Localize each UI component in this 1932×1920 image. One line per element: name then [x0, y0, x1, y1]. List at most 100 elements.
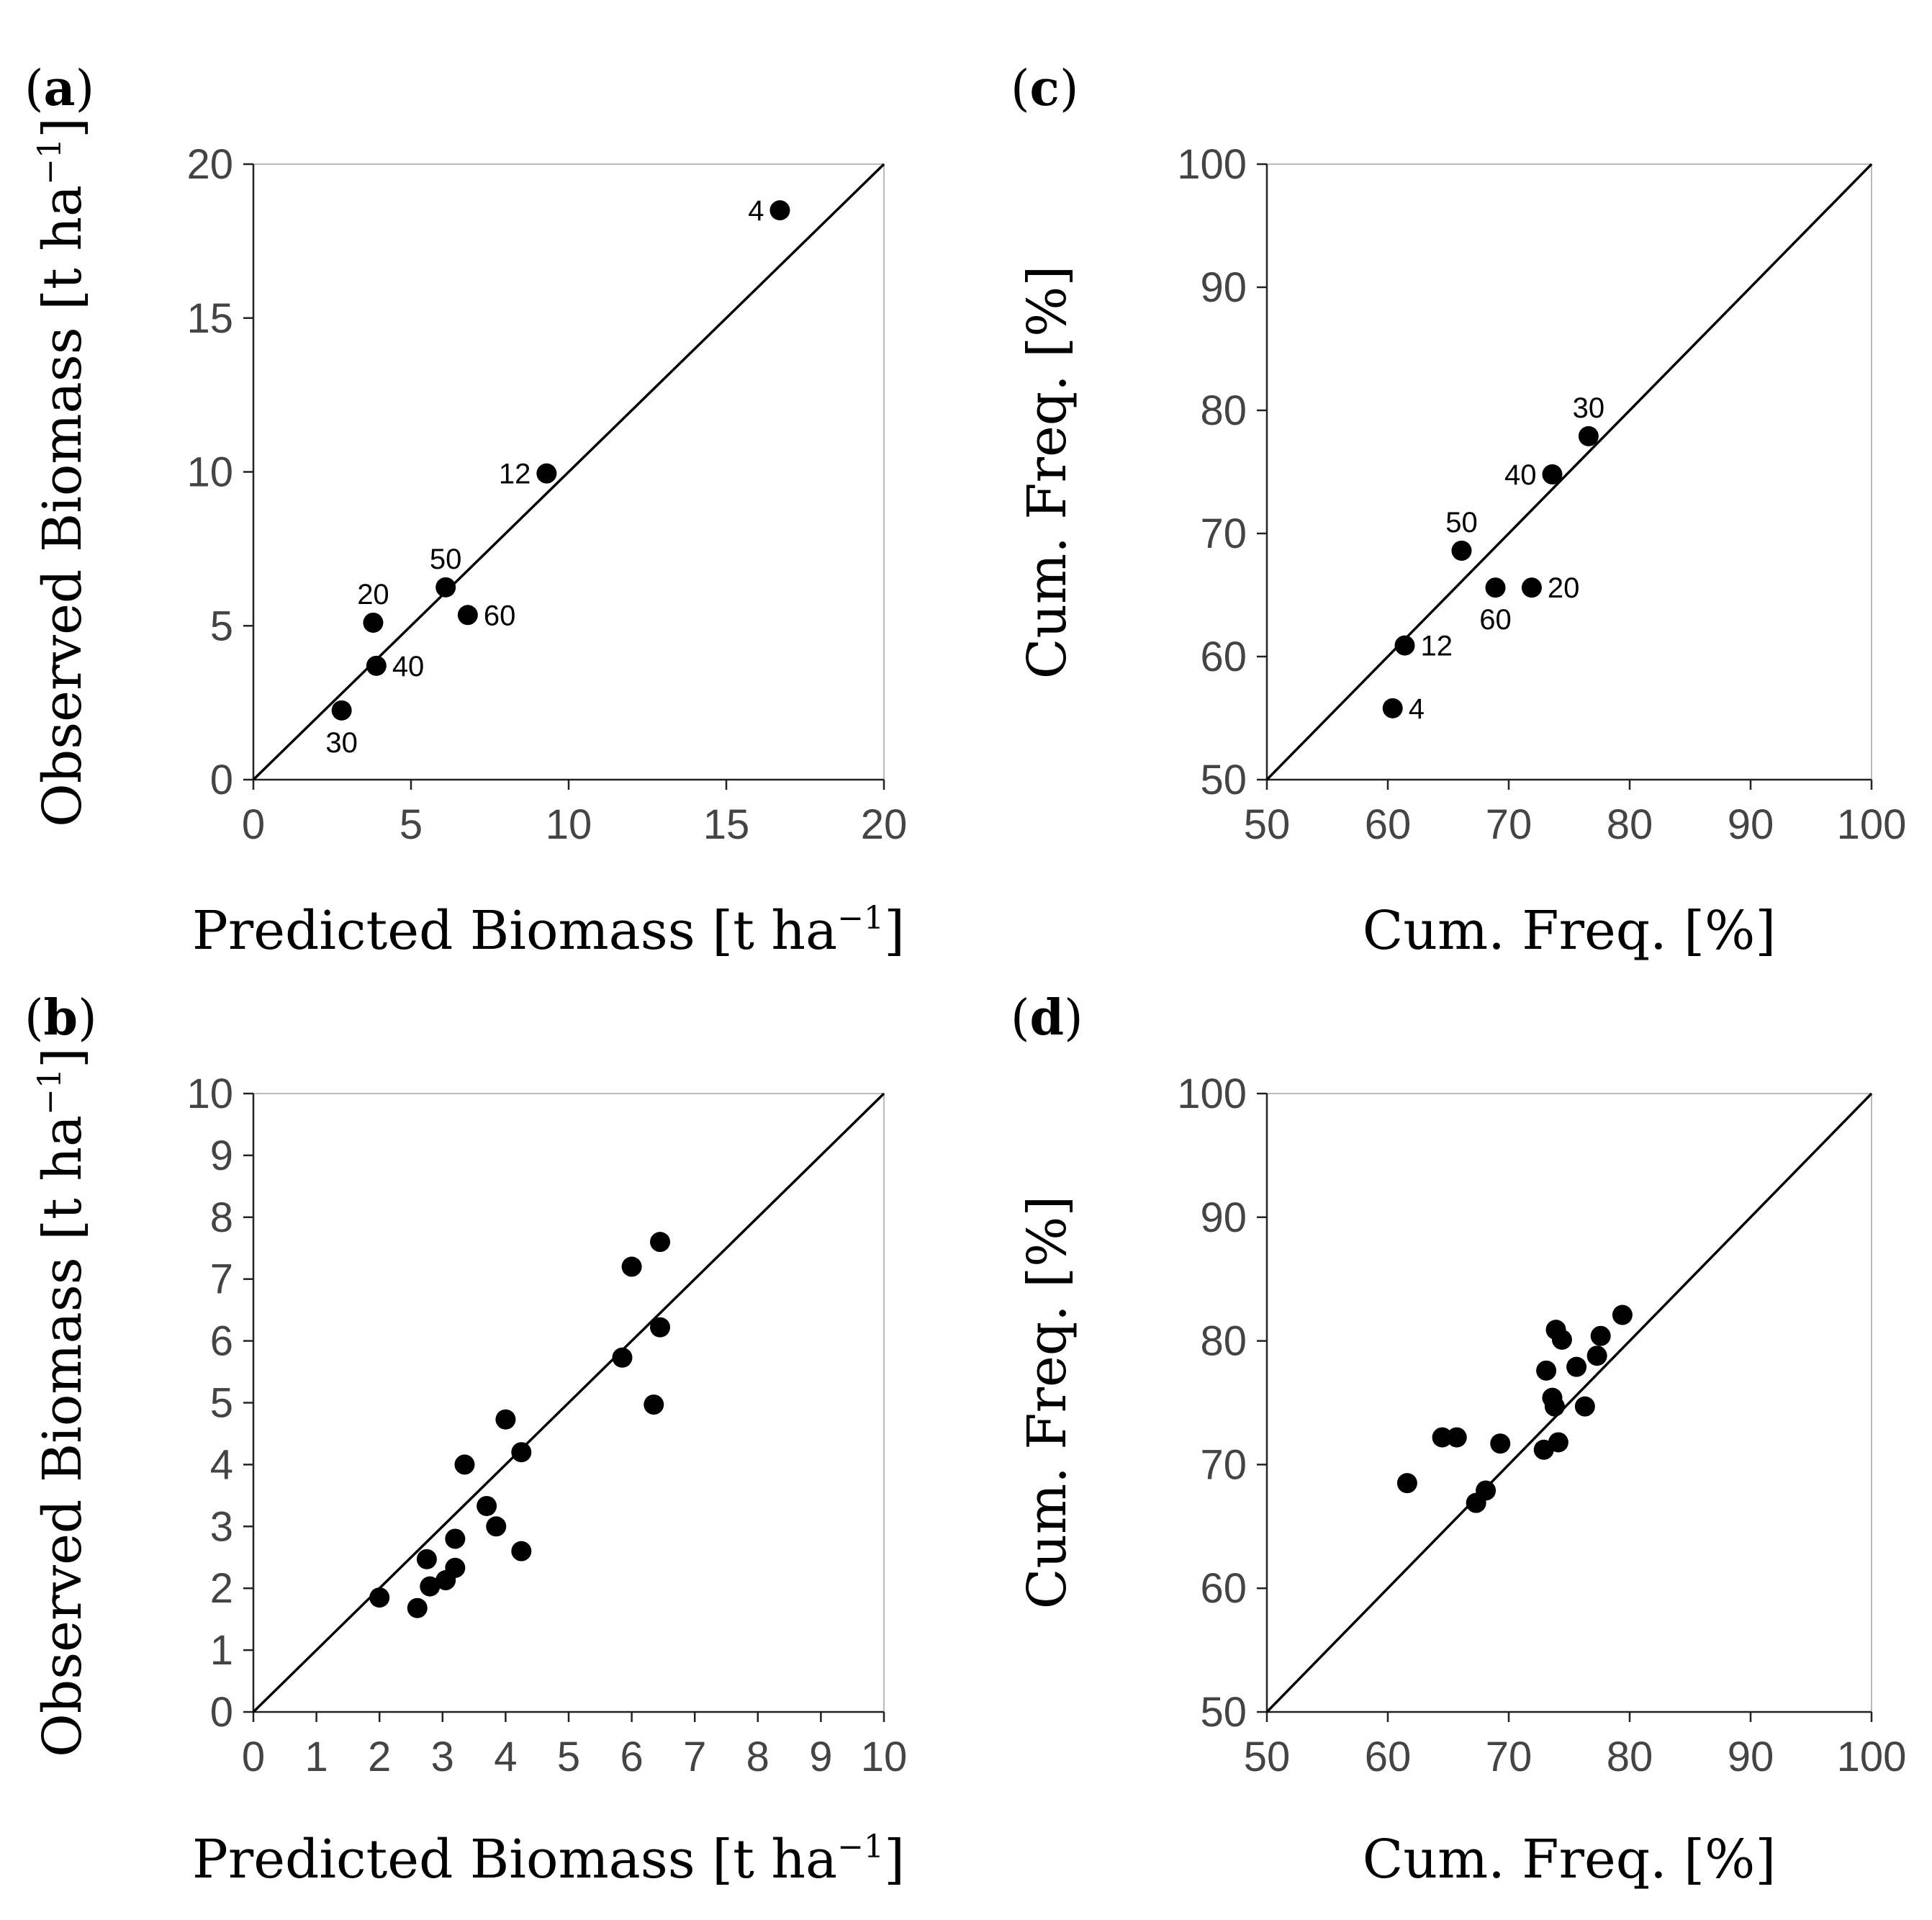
x-tick-label: 3: [431, 1734, 454, 1780]
panel-label-d: (d): [1011, 989, 1083, 1047]
data-point: [1432, 1427, 1453, 1448]
y-tick-label: 9: [210, 1132, 233, 1179]
y-tick-label: 100: [1177, 141, 1247, 188]
data-point: [1394, 635, 1415, 656]
data-point: [511, 1541, 532, 1561]
y-tick-label: 10: [186, 449, 233, 496]
data-point: [1382, 698, 1403, 718]
y-tick-label: 10: [186, 1071, 233, 1117]
data-point: [445, 1528, 466, 1549]
data-point: [511, 1442, 532, 1463]
y-tick-label: 90: [1200, 264, 1247, 311]
x-tick-label: 90: [1728, 801, 1774, 848]
data-point: [1485, 577, 1506, 598]
panel-label-a: (a): [24, 60, 94, 117]
point-label: 30: [1573, 392, 1605, 424]
data-point: [454, 1454, 475, 1475]
y-axis-title: Observed Biomass [t ha−1]: [32, 117, 94, 827]
panel-label-c: (c): [1011, 60, 1078, 117]
x-tick-label: 70: [1486, 1734, 1532, 1780]
data-point: [486, 1516, 507, 1537]
data-point: [407, 1597, 428, 1618]
data-point: [331, 700, 352, 721]
data-point: [1476, 1480, 1497, 1501]
x-tick-label: 80: [1607, 801, 1653, 848]
point-label: 50: [1445, 507, 1478, 538]
x-tick-label: 50: [1244, 1734, 1291, 1780]
y-tick-label: 0: [210, 1689, 233, 1736]
y-tick-label: 6: [210, 1318, 233, 1365]
y-axis-title: Cum. Freq. [%]: [1016, 1196, 1078, 1609]
x-tick-label: 90: [1728, 1734, 1774, 1780]
data-point: [769, 200, 790, 221]
y-tick-label: 5: [210, 1380, 233, 1427]
x-tick-label: 2: [368, 1734, 391, 1780]
point-label: 60: [1479, 604, 1512, 636]
y-tick-label: 15: [186, 295, 233, 342]
x-tick-label: 4: [494, 1734, 517, 1780]
point-label: 12: [499, 459, 531, 490]
data-point: [445, 1557, 466, 1578]
x-tick-label: 100: [1837, 1734, 1907, 1780]
x-tick-label: 50: [1244, 801, 1291, 848]
point-label: 4: [1409, 693, 1425, 725]
point-label: 20: [1548, 572, 1580, 604]
point-label: 20: [357, 579, 389, 610]
x-tick-label: 10: [861, 1734, 908, 1780]
identity-line: [1265, 1092, 1873, 1713]
point-label: 40: [1504, 459, 1537, 491]
data-point: [1586, 1346, 1607, 1366]
x-tick-label: 15: [703, 801, 750, 848]
point-label: 60: [484, 600, 516, 631]
data-point: [477, 1495, 497, 1516]
y-tick-label: 80: [1200, 1318, 1247, 1365]
point-label: 4: [748, 195, 764, 227]
y-tick-label: 60: [1200, 1565, 1247, 1612]
data-point: [363, 612, 384, 633]
y-tick-label: 60: [1200, 634, 1247, 680]
data-point: [1612, 1304, 1633, 1325]
data-point: [495, 1409, 516, 1430]
data-point: [435, 577, 456, 598]
y-tick-label: 5: [210, 603, 233, 649]
identity-line: [252, 1092, 885, 1713]
data-point: [366, 655, 387, 676]
x-tick-label: 7: [683, 1734, 706, 1780]
y-tick-label: 100: [1177, 1071, 1247, 1117]
x-tick-label: 9: [809, 1734, 832, 1780]
data-point: [1536, 1360, 1557, 1381]
data-point: [457, 605, 478, 626]
y-tick-label: 2: [210, 1565, 233, 1612]
data-point: [1544, 1396, 1565, 1417]
x-tick-label: 100: [1837, 801, 1907, 848]
data-point: [650, 1232, 671, 1253]
y-axis-title: Observed Biomass [t ha−1]: [32, 1047, 94, 1757]
y-tick-label: 20: [186, 141, 233, 188]
y-tick-label: 70: [1200, 510, 1247, 557]
data-point: [369, 1587, 390, 1608]
data-point: [416, 1549, 437, 1569]
x-tick-label: 8: [746, 1734, 769, 1780]
x-tick-label: 1: [304, 1734, 328, 1780]
x-tick-label: 70: [1486, 801, 1532, 848]
data-point: [644, 1394, 664, 1415]
point-label: 30: [325, 727, 358, 759]
data-point: [1574, 1396, 1595, 1417]
x-tick-label: 0: [242, 1734, 265, 1780]
data-point: [1566, 1356, 1587, 1377]
x-axis-title: Cum. Freq. [%]: [1363, 1829, 1776, 1890]
y-tick-label: 8: [210, 1194, 233, 1241]
x-tick-label: 10: [546, 801, 592, 848]
data-point: [1451, 540, 1472, 561]
x-axis-title: Predicted Biomass [t ha−1]: [192, 1829, 905, 1890]
x-tick-label: 6: [620, 1734, 643, 1780]
data-point: [536, 463, 557, 484]
y-tick-label: 3: [210, 1503, 233, 1550]
panel-a: (a) 00 5 5 10 10 15 15 20 20 4 12 50 60 20 40 30 Predicte…: [24, 60, 907, 962]
x-tick-label: 60: [1365, 801, 1412, 848]
x-tick-label: 0: [242, 801, 265, 848]
x-tick-label: 60: [1365, 1734, 1412, 1780]
x-axis-title: Predicted Biomass [t ha−1]: [192, 900, 905, 962]
